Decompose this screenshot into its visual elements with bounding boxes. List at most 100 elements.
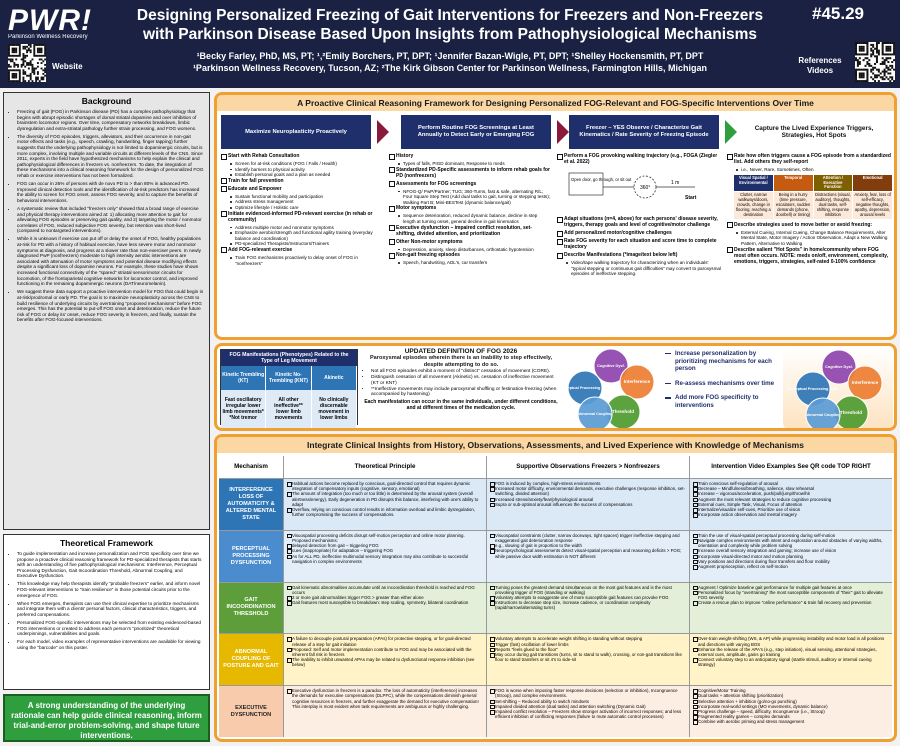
qr-code[interactable] — [855, 42, 896, 83]
cell-bullet: Reports "feels glued to the floor" — [490, 647, 686, 653]
sub-item: Emphasize aerobic/strength and functiona… — [221, 230, 383, 241]
qr-module — [858, 62, 861, 65]
qr-module — [862, 76, 865, 79]
qr-module — [858, 53, 861, 56]
qr-module — [36, 54, 39, 57]
qr-module — [862, 80, 865, 83]
cell-bullet: cues (inappropriate) for adaptation – tr… — [287, 548, 483, 555]
qr-module — [866, 42, 869, 45]
checklist-item: Other Non-motor symptoms — [389, 239, 551, 246]
cell-bullet: Impaired divided attention (dual tasks) … — [490, 704, 686, 710]
checklist-item: Rate FOG severity for each situation and… — [557, 238, 721, 250]
qr-module — [885, 47, 888, 50]
link-label[interactable]: References — [798, 56, 842, 65]
qr-module — [15, 69, 18, 72]
mechanism-circle — [593, 348, 629, 384]
qr-module — [15, 54, 18, 57]
cell-bullet: Instructions to decrease step size, incr… — [490, 600, 686, 610]
qr-module — [27, 62, 30, 65]
qr-module — [8, 54, 10, 57]
column-header: Capture the Lived Experience Triggers, S… — [754, 125, 874, 139]
qr-module — [858, 74, 861, 77]
qr-module — [18, 80, 21, 83]
table-cell: All other ineffective** lower limb movem… — [266, 390, 312, 428]
link-label[interactable]: Videos — [806, 66, 834, 75]
qr-module — [855, 59, 858, 62]
table-cell: A failure to decouple postural preparati… — [284, 634, 486, 686]
definition-bullet: **Ineffective movements may include paro… — [371, 387, 559, 399]
qr-module — [38, 47, 41, 50]
qr-module — [15, 74, 18, 77]
qr-module — [872, 45, 875, 48]
table-cell: Visuospatial constraints (clutter, narro… — [487, 530, 689, 582]
qr-module — [870, 76, 873, 79]
qr-module — [8, 69, 10, 72]
qr-module — [11, 44, 14, 46]
qr-module — [33, 67, 36, 70]
checklist-item: History — [389, 153, 551, 160]
qr-module — [877, 53, 880, 56]
cell-bullet: Connect voluntary step to an anticipator… — [693, 657, 889, 667]
qr-module — [44, 63, 47, 66]
cell-bullet: Gait features most susceptible to breakd… — [287, 600, 483, 606]
table-grid: Kinetic Trembling (KT) Kinetic No-Trembli… — [221, 366, 357, 428]
qr-module — [11, 47, 14, 50]
website-label[interactable]: Website — [52, 62, 83, 71]
cell-bullet: Incorporate real-world settings (MO move… — [693, 704, 889, 710]
mechanism-label: Interference — [852, 380, 879, 385]
cell-bullet: Selective attention + inhibition (go/no-… — [693, 699, 889, 705]
qr-module — [870, 47, 873, 50]
qr-module — [858, 61, 861, 64]
qr-code[interactable] — [8, 44, 47, 83]
mechanism-diagram: Cognitive Dysf. Interference Perceptual Pr… — [783, 347, 893, 428]
qr-module — [877, 70, 880, 73]
qr-module — [875, 49, 878, 52]
arrow — [377, 120, 389, 144]
qr-module — [29, 51, 32, 54]
qr-module — [8, 74, 10, 77]
trigger-header: Temporal — [773, 174, 813, 192]
qr-module — [44, 67, 47, 70]
qr-module — [870, 49, 873, 52]
qr-module — [885, 42, 888, 45]
qr-module — [20, 63, 23, 66]
author-line: ¹Becky Farley, PhD, MS, PT; ¹,²Emily Bor… — [196, 51, 704, 61]
cell-bullet: Increased stress/anxiety/fear/physiologi… — [490, 497, 686, 503]
checklist-item: Educate and Empower — [221, 186, 383, 193]
cell-bullet: Dual tasks + attention shifting (priorit… — [693, 693, 889, 700]
paragraph-list: To guide implementation and increase per… — [9, 551, 204, 651]
qr-pattern — [855, 42, 896, 83]
qr-module — [11, 54, 14, 57]
qr-module — [870, 43, 873, 46]
qr-module — [29, 72, 32, 75]
cell-bullet: Habitual actions become replaced by cons… — [287, 481, 483, 491]
qr-module — [855, 53, 858, 56]
qr-module — [889, 53, 892, 56]
qr-module — [18, 51, 21, 54]
table-cell: Augment / Optimize baseline gait perform… — [690, 582, 892, 634]
qr-module — [18, 69, 21, 72]
table-cell: Voluntary attempts to accelerate weight … — [487, 634, 689, 686]
background-panel: Background Freezing of gait (FOG) in Park… — [3, 92, 210, 530]
cell-bullet: Proposed: Self and motor implementation … — [287, 647, 483, 657]
trigger-cell: Distractions (visual, auditory), thought… — [813, 192, 853, 219]
qr-module — [20, 65, 23, 68]
callout: A strong understanding of the underlying… — [3, 694, 210, 742]
qr-module — [26, 51, 29, 54]
qr-module — [883, 70, 886, 73]
qr-module — [855, 49, 858, 52]
qr-module — [44, 45, 47, 48]
qr-module — [887, 49, 890, 52]
checklist-item: Describe salient "Hot Spots" in home/com… — [727, 247, 892, 265]
qr-module — [22, 56, 25, 59]
logo: PWR! — [8, 4, 92, 37]
qr-module — [8, 72, 10, 75]
qr-module — [42, 44, 45, 46]
qr-module — [27, 74, 30, 77]
qr-module — [8, 80, 10, 83]
qr-module — [11, 80, 14, 83]
table-cell: Turning poses the greatest demand simult… — [487, 582, 689, 634]
qr-module — [881, 45, 884, 48]
qr-module — [8, 71, 10, 74]
qr-module — [881, 43, 884, 46]
